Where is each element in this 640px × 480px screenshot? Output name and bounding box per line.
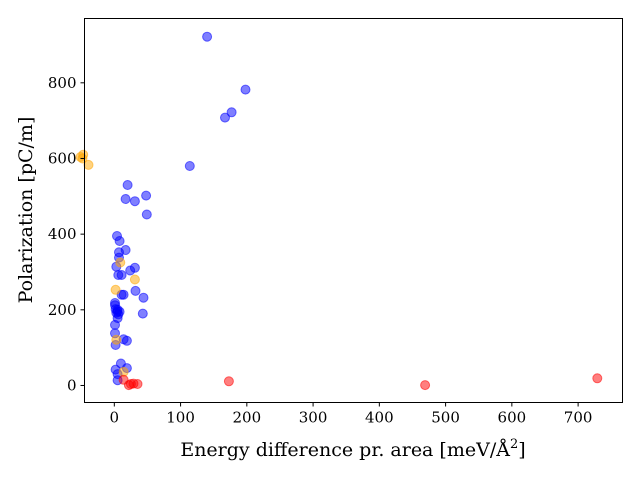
data-point-s0-7 [120, 194, 131, 204]
x-tick-label-400: 400 [365, 409, 394, 427]
x-tick-label-700: 700 [564, 409, 593, 427]
x-tick-label-200: 200 [233, 409, 262, 427]
data-point-s0-3 [220, 112, 230, 123]
y-tick-label-200: 200 [48, 301, 77, 319]
x-ticks: 0 100 200 300 400 500 600 700 [110, 402, 593, 427]
y-ticks: 0 200 400 600 800 [48, 74, 85, 394]
data-point-s1-5 [129, 274, 140, 285]
data-point-s2-7 [123, 380, 134, 391]
data-point-s0-19 [116, 270, 127, 280]
x-axis-label-main: Energy difference pr. area [meV/Å [180, 439, 510, 461]
data-point-s0-11 [114, 236, 125, 246]
data-point-s2-2 [420, 380, 431, 391]
x-tick-label-300: 300 [299, 409, 328, 427]
data-point-s0-22 [118, 289, 129, 300]
data-points [75, 31, 603, 391]
data-point-s0-8 [129, 196, 140, 207]
data-point-s1-3 [83, 159, 94, 170]
data-point-s0-9 [141, 209, 152, 220]
data-point-s0-0 [202, 31, 213, 42]
data-point-s0-2 [226, 107, 237, 118]
data-point-s0-5 [122, 180, 133, 190]
data-point-s0-37 [121, 335, 132, 346]
data-point-s2-0 [592, 373, 603, 384]
x-axis-label-end: ] [518, 439, 525, 461]
x-axis-label-sup: 2 [510, 437, 518, 452]
x-tick-label-600: 600 [498, 409, 527, 427]
data-point-s0-32 [137, 308, 148, 319]
x-tick-label-500: 500 [431, 409, 460, 427]
plot-frame [84, 18, 623, 403]
data-point-s0-4 [184, 161, 195, 171]
data-point-s0-20 [130, 285, 141, 296]
data-point-s0-34 [110, 319, 120, 330]
data-point-s0-17 [125, 265, 136, 276]
x-axis-label: Energy difference pr. area [meV/Å2] [180, 437, 525, 461]
data-point-s1-6 [110, 284, 121, 295]
y-tick-label-0: 0 [67, 376, 77, 394]
y-tick-label-400: 400 [48, 225, 77, 243]
x-tick-label-100: 100 [166, 409, 195, 427]
y-tick-label-600: 600 [48, 149, 77, 167]
data-point-s1-4 [115, 257, 126, 268]
y-tick-label-800: 800 [48, 74, 77, 92]
data-point-s0-23 [138, 292, 149, 303]
x-tick-label-0: 0 [110, 409, 120, 427]
y-axis-label: Polarization [pC/m] [15, 117, 37, 304]
data-point-s2-1 [223, 376, 234, 387]
data-point-s2-6 [132, 379, 143, 389]
data-point-s0-1 [240, 84, 251, 95]
data-point-s1-7 [111, 334, 122, 345]
data-point-s0-6 [141, 190, 152, 201]
